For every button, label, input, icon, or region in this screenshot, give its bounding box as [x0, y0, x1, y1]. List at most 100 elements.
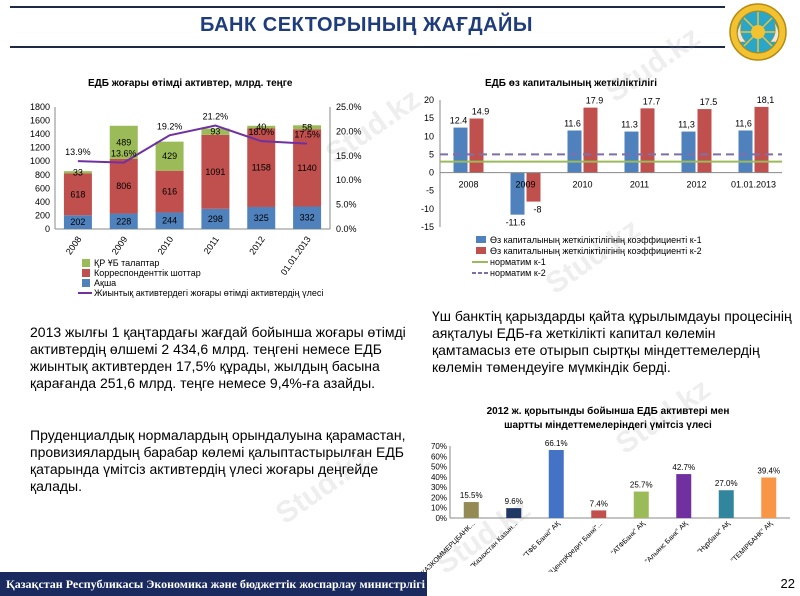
data-label: 429	[162, 151, 177, 161]
y-tick-label: 1000	[30, 156, 50, 166]
data-label: 14.9	[472, 107, 490, 117]
data-label: 93	[210, 127, 220, 137]
liquid-assets-note: 2013 жылғы 1 қаңтардағы жағдай бойынша ж…	[30, 324, 406, 391]
data-label: 7.4%	[590, 499, 608, 508]
kazakhstan-emblem-icon	[728, 2, 788, 62]
data-label: 11,3	[678, 120, 695, 130]
x-tick-label: "ТЕМІРБАНК" АҚ	[730, 520, 775, 565]
y-tick-label: 0%	[435, 514, 447, 523]
x-tick-label: 01.01.2013	[731, 180, 776, 190]
y2-tick-label: 10.0%	[336, 175, 362, 185]
x-tick-label: "АТФБанк" АҚ	[610, 520, 647, 557]
legend-label: ҚР ҰБ талаптар	[94, 258, 159, 268]
footer-bar	[0, 572, 427, 596]
y-tick-label: 5	[429, 149, 434, 159]
legend-label: Ақша	[94, 278, 116, 288]
bar	[548, 450, 564, 518]
y-tick-label: 40%	[431, 473, 447, 482]
x-tick-label: 2011	[202, 234, 221, 256]
data-label: 25.7%	[630, 481, 653, 490]
x-tick-label: 2009	[110, 234, 130, 256]
x-tick-label: "Альянс Банк" АҚ	[644, 520, 690, 566]
capital-adequacy-chart: -15 -10 -5 0 5 10 15 20 12.4 14.9 2008 -11.6 -8 2009 1…	[421, 95, 782, 278]
y2-tick-label: 15.0%	[336, 151, 362, 161]
bad-assets-chart-title: 2012 ж. қорытынды бойынша ЕДБ активтері …	[438, 405, 778, 433]
bar-segment	[247, 206, 276, 229]
y-tick-label: 30%	[431, 483, 447, 492]
bar	[738, 130, 753, 173]
line-data-label: 18.0%	[248, 127, 274, 137]
bar-segment	[109, 213, 138, 229]
legend-swatch	[82, 279, 90, 287]
data-label: 1091	[205, 167, 225, 177]
footer-text: Қазақстан Республикасы Экономика және бю…	[6, 577, 425, 591]
header-line-top	[10, 6, 725, 8]
y-tick-label: 1800	[30, 102, 50, 112]
restructuring-note: Үш банктің қарыздарды қайта құрылымдауы …	[432, 308, 792, 375]
line-data-label: 13.9%	[65, 147, 91, 157]
bar	[676, 474, 692, 518]
prudential-note: Пруденциалдық нормалардың орындалуына қа…	[30, 427, 406, 494]
y-tick-label: 50%	[431, 463, 447, 472]
x-tick-label: 2008	[64, 234, 84, 256]
y-tick-label: 20%	[431, 493, 447, 502]
data-label: 66.1%	[545, 439, 568, 448]
legend-label: норматим к-1	[490, 257, 546, 267]
bar-segment	[155, 212, 184, 229]
data-label: 298	[208, 214, 223, 224]
bar	[718, 490, 734, 518]
data-label: 17.9	[586, 96, 604, 106]
x-tick-label: 2008	[458, 180, 478, 190]
x-tick-label: 2010	[156, 234, 176, 256]
legend-label: Жиынтық активтердегі жоғары өтімді актив…	[94, 288, 323, 298]
data-label: 17.7	[643, 96, 661, 106]
bar-segment	[63, 173, 92, 216]
x-tick-label: 01.01.2013	[279, 234, 313, 277]
bar	[510, 172, 525, 215]
y-tick-label: 10	[424, 131, 434, 141]
bar	[526, 172, 541, 202]
data-label: 489	[116, 137, 131, 147]
bar-segment	[109, 125, 138, 159]
legend-label: Өз капиталының жеткіліктілігінің коэффиц…	[490, 246, 702, 256]
data-label: 11,6	[735, 118, 752, 128]
bar-segment	[63, 171, 92, 174]
x-tick-label: 2012	[686, 180, 706, 190]
bar-segment	[155, 141, 184, 171]
header-line-bottom	[10, 46, 725, 48]
bad-assets-title-line: 2012 ж. қорытынды бойынша ЕДБ активтері …	[486, 406, 730, 417]
x-tick-label: 2011	[630, 180, 649, 190]
page-number: 22	[780, 576, 795, 591]
legend-label: норматим к-2	[490, 268, 546, 278]
page-title: БАНК СЕКТОРЫНЫҢ ЖАҒДАЙЫ	[200, 14, 533, 36]
y-tick-label: 1400	[30, 129, 50, 139]
legend-swatch	[476, 236, 486, 243]
bad-assets-chart: 0%10% 20%30%40%50% 60%70% 15.5% "КАЗКОММЕРЦБ…	[420, 439, 790, 572]
data-label: 616	[162, 187, 177, 197]
data-label: 27.0%	[715, 479, 738, 488]
bar-segment	[201, 128, 230, 135]
x-tick-label: "Нұрбанк" АҚ	[696, 519, 733, 556]
bar-segment	[201, 134, 230, 209]
data-label: 1158	[252, 163, 271, 173]
y-tick-label: 15	[424, 113, 434, 123]
capital-adequacy-chart-title: ЕДБ өз капиталының жеткіліктілігі	[485, 78, 658, 89]
bar-segment	[293, 206, 322, 229]
y-tick-label: 200	[35, 210, 50, 220]
y-tick-label: 0	[45, 224, 50, 234]
bar	[754, 106, 769, 173]
y2-tick-label: 0.0%	[336, 224, 357, 234]
bar-segment	[201, 208, 230, 229]
data-label: 806	[116, 181, 131, 191]
y2-tick-label: 20.0%	[336, 126, 362, 136]
legend-swatch	[476, 247, 486, 254]
y-tick-label: 1600	[30, 116, 50, 126]
x-tick-label: "Казахстан Казын...	[470, 520, 520, 570]
data-label: 228	[116, 216, 131, 226]
liquid-assets-chart-title: ЕДБ жоғары өтімді активтер, млрд. теңге	[88, 78, 293, 89]
y-tick-label: 10%	[431, 504, 447, 513]
bar-segment	[293, 125, 322, 130]
bar	[633, 491, 649, 518]
x-tick-label: 2009	[515, 180, 535, 190]
liquid-assets-chart: 0 200 400 600 800 1000 1200 1400 1600 1800 0.0% 5.0…	[30, 102, 362, 298]
